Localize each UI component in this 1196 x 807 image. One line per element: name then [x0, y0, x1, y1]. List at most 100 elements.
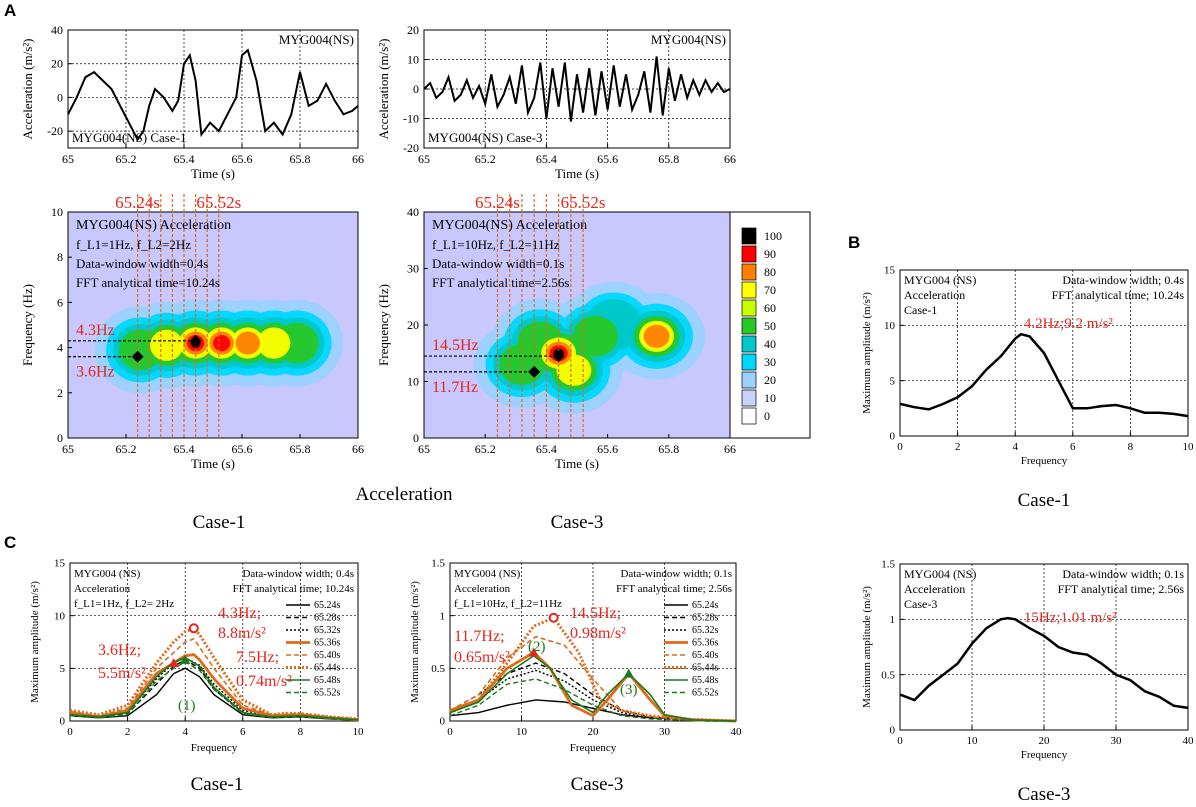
colorbar-label: 0	[764, 409, 770, 423]
contour1-note: f_L1=1Hz, f_L2=2Hz	[76, 237, 191, 252]
colorbar-label: 60	[764, 301, 776, 315]
ts3-ytick-label: -10	[403, 112, 419, 126]
contour1-peak-marker	[131, 350, 144, 363]
spec_C3-series-65.48s	[449, 654, 737, 722]
spec_B1-note: Case-1	[904, 303, 937, 317]
colorbar-label: 30	[764, 355, 776, 369]
contour3-note: FFT analytical time=2.56s	[432, 275, 569, 290]
spec_C3-legend-label: 65.52s	[692, 688, 719, 699]
ts3-xlabel: Time (s)	[555, 166, 599, 181]
contour3-note: f_L1=10Hz, f_L2=11Hz	[432, 237, 560, 252]
colorbar-swatch	[741, 245, 757, 263]
ts3-ytick-label: 0	[413, 82, 419, 96]
spec_B3-note: MYG004 (NS)	[904, 567, 976, 581]
contour3-title: MYG004(NS) Acceleration	[432, 218, 587, 233]
contour3-blob	[572, 315, 619, 357]
spec_C3-ytick-label: 0	[440, 716, 446, 728]
contour1-xtick-label: 65.6	[232, 442, 253, 456]
spec_C1-note: f_L1=1Hz, f_L2= 2Hz	[74, 598, 174, 610]
contour1-xtick-label: 65.4	[174, 442, 195, 456]
spec_C3-peak-marker	[528, 647, 539, 657]
spec_B1-series-line	[899, 332, 1189, 418]
contour1-title: MYG004(NS) Acceleration	[76, 218, 231, 233]
spec_B1-note: MYG004 (NS)	[904, 273, 976, 287]
ts1-ylabel: Acceleration (m/s²)	[20, 39, 35, 140]
acceleration-caption: Acceleration	[355, 484, 453, 505]
spec_B3-ytick-label: 1	[890, 614, 896, 626]
contour1-freq-label: 4.3Hz	[76, 322, 115, 339]
spec_C1-xtick-label: 4	[182, 726, 188, 738]
spec_C1-ytick-label: 5	[60, 663, 66, 675]
spec_C3-series-65.32s	[449, 669, 736, 722]
ts3-xtick-label: 65	[418, 152, 430, 166]
contour1-time-label: 65.24s	[115, 193, 160, 212]
colorbar-swatch	[741, 389, 757, 407]
contour1-ytick-label: 4	[57, 341, 63, 355]
spec_B3-xlabel: Frequency	[1021, 749, 1068, 761]
spec_C3-annotation: 11.7Hz;	[454, 628, 505, 645]
contour1-field	[94, 299, 344, 394]
contour1-note: FFT analytical time=10.24s	[76, 275, 220, 290]
spec_C3-axes: 0 10 20 30 40 0 0.5 1 1.5 Frequency Maximum amplit…	[409, 558, 742, 754]
case3-caption-c: Case-3	[571, 774, 624, 795]
contour1-freq-label: 3.6Hz	[76, 364, 115, 381]
spec_B1-xtick-label: 8	[1128, 441, 1134, 453]
spec_B1-xtick-label: 6	[1070, 441, 1076, 453]
ts1-series-line	[67, 48, 359, 142]
spec_C3-xtick-label: 0	[447, 726, 453, 738]
spec_B3-xtick-label: 40	[1183, 735, 1195, 747]
ts3-title: MYG004(NS)	[651, 32, 726, 47]
spec_C1-annotation: 3.6Hz;	[98, 642, 141, 659]
ts1-ytick-label: 40	[51, 23, 63, 37]
ts3-ytick-label: -20	[403, 141, 419, 155]
contour1-ytick-label: 6	[57, 295, 63, 309]
contour1-xlabel: Time (s)	[191, 456, 235, 471]
spec_C1-annotation: 7.5Hz;	[236, 649, 279, 666]
case1-caption-a: Case-1	[193, 512, 246, 533]
contour1-xtick-label: 66	[352, 442, 364, 456]
contour3-xtick-label: 65.6	[597, 442, 618, 456]
spec_C3-xtick-label: 20	[588, 726, 600, 738]
ts1-xtick-label: 65.2	[116, 152, 137, 166]
colorbar-swatch	[741, 263, 757, 281]
ts1-xtick-label: 66	[352, 152, 364, 166]
spec_B1-axes: 0 2 4 6 8 10 0 5 10 15 Frequency Maximum amplitude …	[861, 265, 1194, 467]
contour3-ytick-label: 10	[407, 375, 419, 389]
spec_B1-note-right: FFT analytical time; 10.24s	[1052, 288, 1185, 302]
spec_C1-annotation: 0.74m/s²	[236, 673, 292, 690]
colorbar-swatch	[741, 281, 757, 299]
spec_C3-ytick-label: 0.5	[431, 663, 445, 675]
spec_C1-legend-label: 65.44s	[314, 663, 341, 674]
contour3-note: Data-window width=0.1s	[432, 256, 564, 271]
spec_C1-xtick-label: 2	[125, 726, 131, 738]
case1-caption-b: Case-1	[1018, 490, 1071, 511]
contour1-note: Data-window width=0.4s	[76, 256, 208, 271]
contour1-peak-marker	[189, 334, 202, 347]
spec_C1-peak-marker	[180, 654, 191, 664]
contour1-blob	[150, 329, 184, 361]
spec_C1-frame	[69, 562, 359, 722]
ts1-ytick-label: -20	[47, 124, 63, 138]
spec_C3-series-65.36s	[449, 650, 737, 723]
spec_C3-xtick-label: 10	[516, 726, 528, 738]
spec_C3-legend-label: 65.36s	[692, 638, 719, 649]
spec_C1-legend-label: 65.40s	[314, 650, 341, 661]
spec_C1-axes: 0 2 4 6 8 10 0 5 10 15 Frequency Maximum amplitude …	[29, 558, 364, 754]
spec_B3-annotation: 15Hz;1.01 m/s²	[1024, 610, 1117, 626]
contour1-ytick-label: 8	[57, 250, 63, 264]
ts1-ytick-label: 0	[57, 90, 63, 104]
spec_C3-series-65.44s	[449, 615, 737, 723]
spec_C1-peak-marker	[168, 658, 179, 668]
spec_B3-xtick-label: 0	[897, 735, 903, 747]
spec_C3-peak-marker	[623, 668, 634, 678]
ts3-series-line	[423, 56, 731, 122]
contour3-xtick-label: 65.8	[658, 442, 679, 456]
spec_B1-xlabel: Frequency	[1021, 455, 1068, 467]
ts1-subtitle: MYG004(NS) Case-1	[72, 130, 186, 145]
spec_C3-legend-label: 65.40s	[692, 650, 719, 661]
spec_B1-annotation: 4.2Hz;9.2 m/s²	[1024, 316, 1114, 332]
spec_C3-annotation: (3)	[620, 682, 638, 698]
spec_C1-annotation: 5.5m/s²	[98, 665, 146, 682]
ts3-subtitle: MYG004(NS) Case-3	[428, 130, 542, 145]
